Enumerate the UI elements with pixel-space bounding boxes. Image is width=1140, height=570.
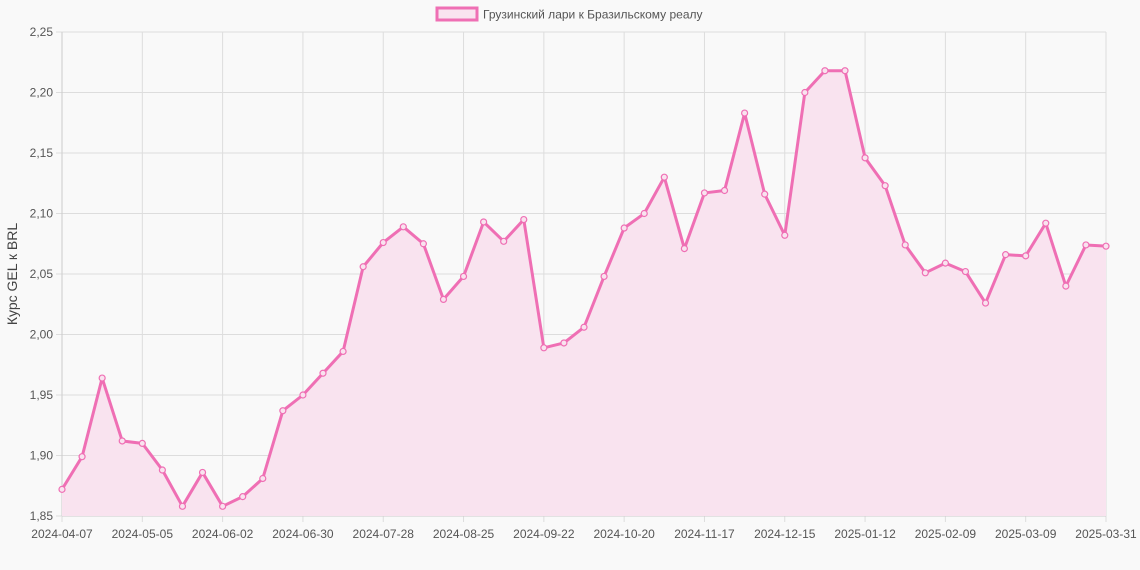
data-point[interactable] (138, 439, 146, 447)
data-point[interactable] (640, 209, 648, 218)
data-point[interactable] (1082, 241, 1090, 249)
data-point[interactable] (98, 374, 106, 382)
data-point[interactable] (1042, 219, 1050, 227)
data-point[interactable] (198, 468, 207, 477)
x-tick-label: 2025-03-09 (995, 527, 1057, 541)
data-point[interactable] (560, 339, 568, 347)
data-point[interactable] (660, 173, 668, 181)
data-point[interactable] (158, 466, 166, 474)
data-point[interactable] (801, 88, 809, 97)
x-tick-label: 2024-04-07 (31, 527, 93, 541)
x-tick-label: 2024-07-28 (353, 527, 415, 541)
x-tick-label: 2024-11-17 (674, 527, 735, 541)
data-points (58, 67, 1110, 510)
data-point[interactable] (219, 502, 227, 510)
data-point[interactable] (821, 67, 829, 75)
y-tick-label: 2,00 (30, 328, 54, 342)
x-tick-label: 2024-06-02 (192, 527, 254, 541)
legend-label[interactable]: Грузинский лари к Бразильскому реалу (483, 8, 703, 22)
data-point[interactable] (1062, 282, 1070, 290)
x-tick-label: 2024-09-22 (513, 527, 575, 541)
data-point[interactable] (58, 485, 66, 493)
y-tick-label: 2,20 (30, 86, 54, 100)
data-point[interactable] (921, 269, 929, 277)
data-point[interactable] (901, 241, 909, 249)
legend-swatch[interactable] (435, 6, 479, 22)
x-tick-label: 2024-06-30 (272, 527, 334, 541)
data-point[interactable] (861, 154, 869, 162)
area-fill-layer (62, 70, 1106, 516)
data-point[interactable] (299, 391, 307, 399)
data-point[interactable] (540, 344, 548, 352)
y-axis-ticks: 1,85 1,90 1,95 2,00 2,05 2,10 2,15 2,20 2,25 (30, 25, 54, 523)
x-tick-label: 2025-01-12 (834, 527, 896, 541)
data-point[interactable] (720, 186, 729, 195)
x-tick-label: 2024-10-20 (593, 527, 655, 541)
data-point[interactable] (439, 295, 448, 304)
y-axis-title: Курс GEL к BRL (4, 223, 20, 326)
x-tick-label: 2025-03-31 (1075, 527, 1137, 541)
x-tick-label: 2024-08-25 (433, 527, 495, 541)
data-point[interactable] (761, 190, 769, 198)
data-point[interactable] (700, 189, 709, 197)
data-point[interactable] (781, 231, 789, 239)
data-point[interactable] (580, 323, 588, 331)
data-point[interactable] (259, 474, 267, 483)
data-point[interactable] (379, 238, 387, 247)
y-tick-label: 2,10 (30, 207, 54, 221)
data-point[interactable] (239, 493, 247, 501)
data-point[interactable] (961, 267, 970, 276)
y-tick-label: 2,15 (30, 146, 54, 160)
x-tick-label: 2024-05-05 (112, 527, 174, 541)
data-point[interactable] (881, 182, 889, 190)
data-point[interactable] (1002, 251, 1010, 259)
y-tick-label: 1,95 (30, 388, 54, 402)
data-point[interactable] (480, 218, 488, 226)
data-point[interactable] (941, 259, 949, 267)
y-tick-label: 2,05 (30, 267, 54, 281)
y-tick-label: 1,85 (30, 509, 54, 523)
series-area (62, 70, 1106, 516)
data-point[interactable] (520, 215, 528, 224)
data-point[interactable] (620, 224, 628, 232)
data-point[interactable] (279, 407, 287, 415)
data-point[interactable] (600, 272, 608, 281)
y-tick-label: 2,25 (30, 25, 54, 39)
data-point[interactable] (500, 237, 508, 245)
data-point[interactable] (459, 272, 468, 281)
x-tick-label: 2024-12-15 (754, 527, 816, 541)
data-point[interactable] (741, 109, 749, 117)
data-point[interactable] (339, 347, 347, 356)
data-point[interactable] (1102, 242, 1110, 250)
data-point[interactable] (178, 502, 187, 510)
data-point[interactable] (680, 244, 688, 253)
legend[interactable]: Грузинский лари к Бразильскому реалу (435, 6, 703, 22)
data-point[interactable] (399, 223, 407, 231)
data-point[interactable] (118, 437, 126, 445)
y-tick-label: 1,90 (30, 449, 54, 463)
data-point[interactable] (78, 453, 86, 461)
data-point[interactable] (841, 67, 849, 75)
data-point[interactable] (359, 263, 367, 271)
x-tick-label: 2025-02-09 (915, 527, 977, 541)
data-point[interactable] (981, 299, 990, 307)
data-point[interactable] (319, 369, 327, 377)
data-point[interactable] (419, 240, 427, 248)
data-point[interactable] (1022, 252, 1030, 260)
x-axis-ticks: 2024-04-07 2024-05-05 2024-06-02 2024-06-30… (31, 527, 1137, 541)
